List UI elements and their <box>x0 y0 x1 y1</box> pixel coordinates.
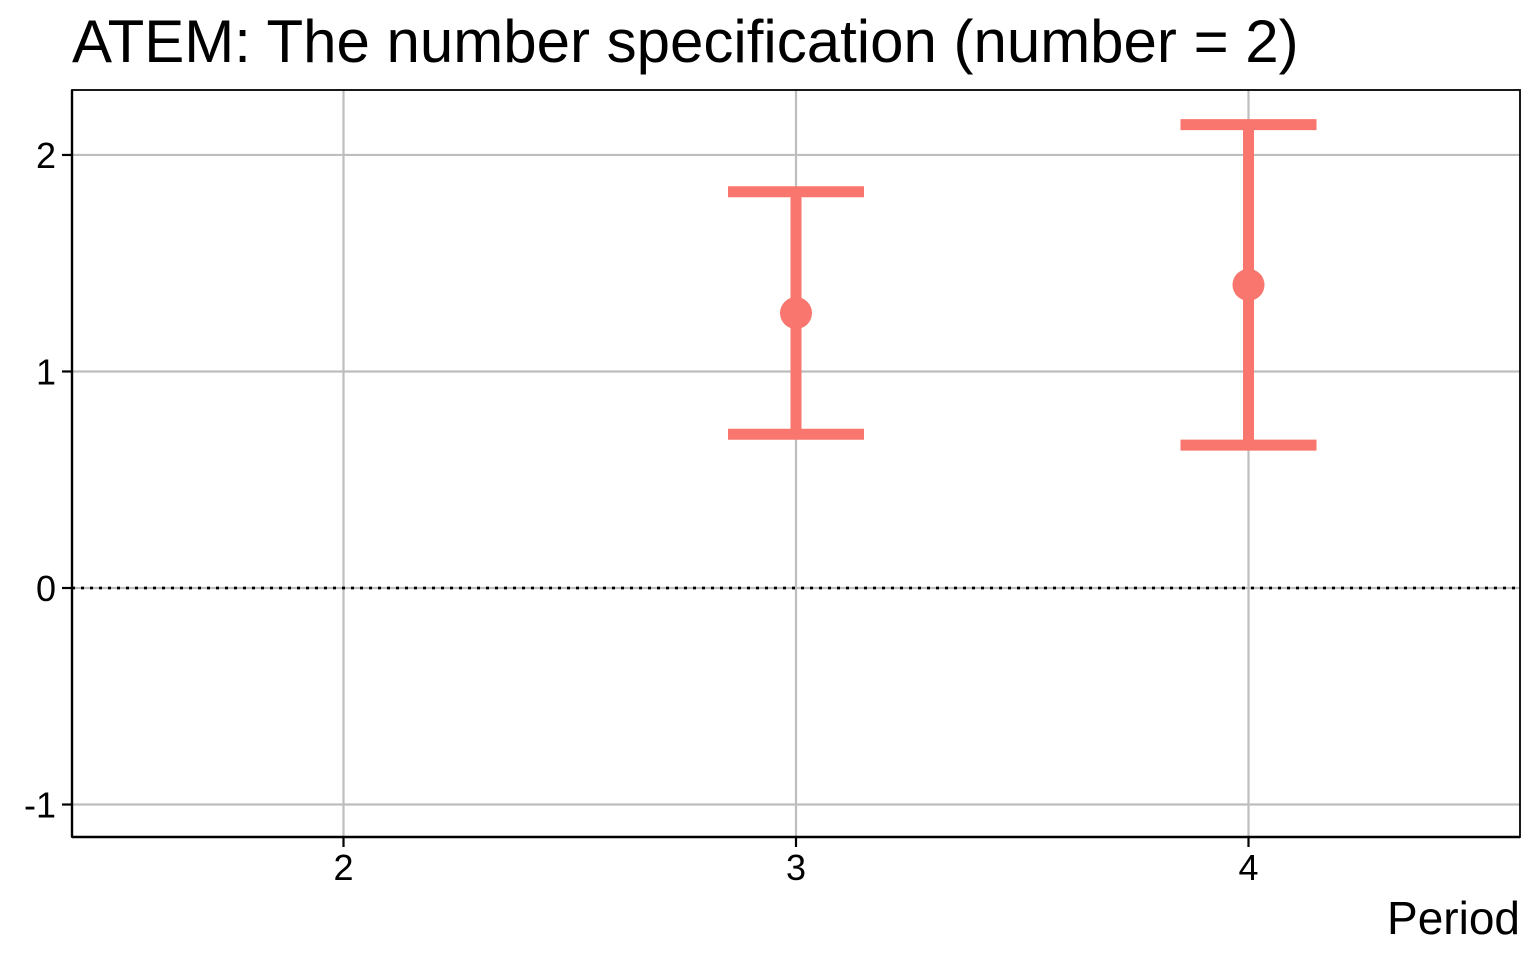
error-bar-period-4 <box>1180 119 1317 451</box>
y-tick-label-0: -1 <box>24 785 56 826</box>
point-estimate <box>780 297 812 330</box>
error-bar-period-3 <box>728 186 864 440</box>
x-tick-label-1: 3 <box>786 847 806 888</box>
x-tick-label-0: 2 <box>333 847 353 888</box>
x-axis-label: Period <box>1387 892 1520 944</box>
error-bar-series <box>728 119 1317 451</box>
chart-title: ATEM: The number specification (number =… <box>72 8 1299 75</box>
y-tick-label-2: 1 <box>36 351 56 392</box>
y-tick-label-3: 2 <box>36 135 56 176</box>
y-tick-label-1: 0 <box>36 568 56 609</box>
point-estimate <box>1232 268 1265 301</box>
tick-labels: -1 0 1 2 2 3 4 <box>24 135 1259 888</box>
x-tick-label-2: 4 <box>1238 847 1258 888</box>
